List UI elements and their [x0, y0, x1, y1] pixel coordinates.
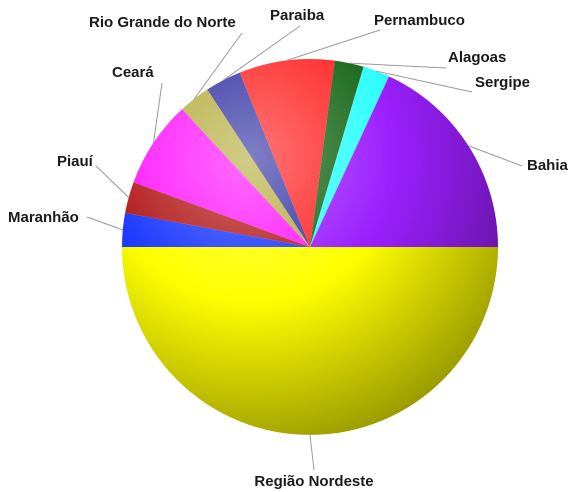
leader-line-bahia — [468, 145, 523, 167]
pie-slice-regiao-nordeste — [122, 247, 498, 435]
slice-label-alagoas: Alagoas — [448, 49, 506, 66]
slice-label-bahia: Bahia — [527, 157, 569, 174]
pie-slice-pernambuco — [239, 59, 335, 247]
leader-line-alagoas — [349, 62, 447, 69]
pie-slice-rio-grande-do-norte — [182, 89, 310, 247]
pie-slice-maranhao — [122, 212, 310, 247]
pie-slice-ceara — [133, 109, 310, 247]
leader-line-piaui — [95, 165, 130, 198]
pie-slice-paraiba — [207, 72, 310, 247]
slice-label-piaui: Piauí — [57, 153, 94, 170]
slice-labels: Região Nordeste Maranhão Piauí Ceará Rio Gra… — [8, 7, 569, 490]
slice-label-paraiba: Paraiba — [270, 7, 325, 24]
leader-line-regiao-nordeste — [309, 434, 315, 471]
slice-label-pernambuco: Pernambuco — [374, 12, 465, 29]
leader-lines — [86, 25, 523, 471]
pie-slice-bahia — [310, 76, 498, 247]
slice-label-ceara: Ceará — [112, 64, 154, 81]
slice-label-sergipe: Sergipe — [475, 74, 530, 91]
slice-label-rio-grande-do-norte: Rio Grande do Norte — [89, 14, 236, 31]
leader-line-sergipe — [376, 70, 473, 93]
leader-line-paraiba — [222, 25, 301, 81]
pie-slice-sergipe — [310, 66, 389, 247]
leader-line-ceara — [153, 82, 163, 143]
pie-slice-alagoas — [310, 60, 364, 247]
slice-label-regiao-nordeste: Região Nordeste — [254, 473, 373, 490]
pie-slice-piaui — [125, 182, 310, 247]
pie-slices — [122, 59, 498, 435]
leader-line-rio-grande-do-norte — [193, 32, 243, 100]
leader-line-maranhao — [86, 216, 123, 231]
slice-label-maranhao: Maranhão — [8, 209, 79, 226]
leader-line-pernambuco — [286, 29, 381, 61]
